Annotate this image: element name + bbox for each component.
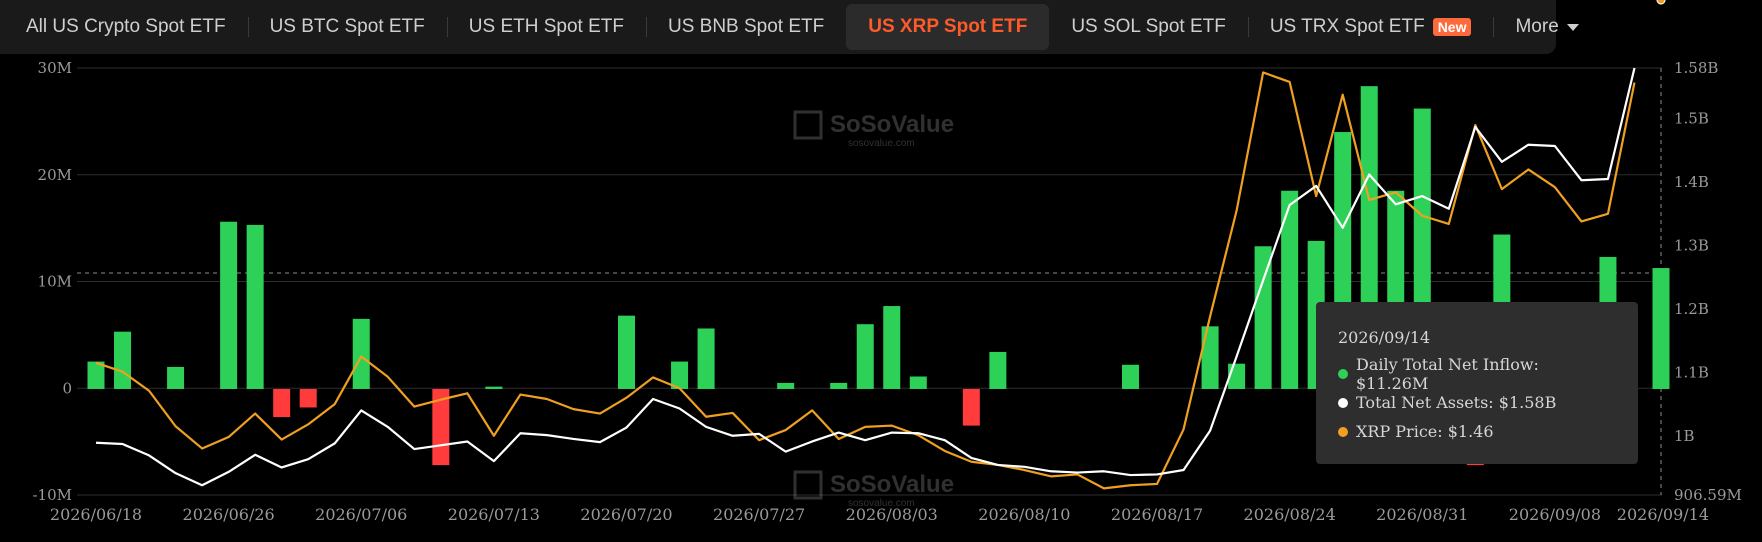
inflow-bar — [1121, 364, 1139, 389]
x-axis-tick-label: 2026/08/17 — [1111, 505, 1203, 524]
inflow-bar — [962, 389, 980, 426]
left-axis-tick-label: 10M — [38, 273, 72, 291]
tab-us-bnb-spot-etf[interactable]: US BNB Spot ETF — [645, 4, 846, 50]
etf-tab-bar: All US Crypto Spot ETF US BTC Spot ETF U… — [0, 0, 1579, 54]
tab-label: US TRX Spot ETF — [1269, 16, 1425, 37]
right-axis-tick-label: 1.5B — [1674, 110, 1709, 128]
tab-label: More — [1515, 16, 1559, 37]
x-axis-tick-label: 2026/06/26 — [183, 505, 275, 524]
left-axis-tick-label: 30M — [38, 59, 72, 77]
x-axis-tick-label: 2026/08/31 — [1376, 505, 1468, 524]
inflow-bar — [1201, 326, 1219, 389]
inflow-bar — [618, 315, 636, 389]
tab-label: US BNB Spot ETF — [667, 16, 825, 37]
inflow-bar — [299, 389, 317, 408]
x-axis-tick-label: 2026/08/10 — [978, 505, 1070, 524]
tooltip-row-inflow: Daily Total Net Inflow: $11.26M — [1338, 355, 1616, 393]
inflow-bar — [114, 331, 132, 389]
inflow-bar — [909, 376, 927, 389]
xrp-price-line — [95, 71, 1636, 490]
tooltip-price-text: XRP Price: $1.46 — [1356, 422, 1494, 441]
x-axis-tick-label: 2026/06/18 — [50, 505, 142, 524]
inflow-bar — [883, 306, 901, 389]
tooltip-row-price: XRP Price: $1.46 — [1338, 417, 1616, 446]
tab-us-xrp-spot-etf[interactable]: US XRP Spot ETF — [846, 4, 1050, 50]
tooltip-row-assets: Total Net Assets: $1.58B — [1338, 388, 1616, 417]
watermark-brand: SoSoValue — [830, 471, 954, 498]
inflow-bar — [246, 224, 264, 389]
x-axis-tick-label: 2026/08/03 — [846, 505, 938, 524]
x-axis-tick-label: 2026/07/13 — [448, 505, 540, 524]
legend-dot-price — [1338, 426, 1348, 437]
tab-us-btc-spot-etf[interactable]: US BTC Spot ETF — [247, 4, 447, 50]
right-axis-tick-label: 1.1B — [1674, 363, 1709, 381]
inflow-bar — [856, 324, 874, 389]
left-axis-tick-label: 20M — [38, 166, 72, 184]
inflow-bar — [485, 386, 503, 389]
inflow-bar — [1281, 190, 1299, 389]
left-axis-tick-label: 0 — [62, 379, 72, 397]
right-axis-tick-label: 1B — [1674, 427, 1695, 445]
new-badge: New — [1432, 18, 1472, 36]
inflow-bar — [671, 361, 689, 389]
inflow-bar — [830, 382, 848, 389]
sosovalue-logo-icon — [793, 470, 823, 500]
x-axis-tick-label: 2026/07/20 — [580, 505, 672, 524]
chevron-down-icon — [1566, 23, 1579, 31]
right-axis-tick-label: 1.3B — [1674, 237, 1709, 255]
tab-us-eth-spot-etf[interactable]: US ETH Spot ETF — [446, 4, 646, 50]
left-axis-tick-label: -10M — [32, 486, 72, 504]
watermark-url: sosovalue.com — [848, 498, 915, 509]
tooltip-assets-text: Total Net Assets: $1.58B — [1356, 393, 1557, 412]
inflow-bar — [697, 328, 715, 389]
legend-dot-inflow — [1338, 368, 1348, 379]
tab-us-trx-spot-etf[interactable]: US TRX Spot ETF New — [1247, 4, 1494, 50]
right-axis-tick-label: 906.59M — [1674, 486, 1742, 504]
tab-all-us-crypto-spot-etf[interactable]: All US Crypto Spot ETF — [4, 4, 248, 50]
inflow-bar — [1254, 246, 1272, 389]
more-dropdown[interactable]: More — [1493, 4, 1600, 50]
tab-label: All US Crypto Spot ETF — [26, 16, 226, 37]
x-axis-tick-label: 2026/09/14 — [1617, 505, 1709, 524]
tab-label: US XRP Spot ETF — [868, 16, 1028, 37]
watermark-url: sosovalue.com — [848, 138, 915, 149]
inflow-bar — [352, 318, 370, 389]
price-end-marker — [1656, 0, 1666, 5]
tab-label: US SOL Spot ETF — [1071, 16, 1226, 37]
right-axis-tick-label: 1.4B — [1674, 173, 1709, 191]
x-axis-tick-label: 2026/09/08 — [1509, 505, 1601, 524]
right-axis-tick-label: 1.58B — [1674, 59, 1718, 77]
inflow-bar — [87, 361, 105, 389]
x-axis-tick-label: 2026/07/27 — [713, 505, 805, 524]
right-axis-tick-label: 1.2B — [1674, 300, 1709, 318]
total-net-assets-line — [95, 67, 1636, 487]
x-axis-tick-label: 2026/07/06 — [315, 505, 407, 524]
tab-label: US BTC Spot ETF — [269, 16, 425, 37]
x-axis-tick-label: 2026/08/24 — [1244, 505, 1336, 524]
legend-dot-assets — [1338, 397, 1348, 408]
watermark-brand: SoSoValue — [830, 111, 954, 138]
inflow-bar — [989, 351, 1007, 389]
tooltip-inflow-text: Daily Total Net Inflow: $11.26M — [1355, 354, 1539, 393]
tooltip-date: 2026/09/14 — [1338, 328, 1431, 347]
inflow-bar — [220, 221, 238, 389]
inflow-bar — [273, 389, 291, 418]
tab-label: US ETH Spot ETF — [468, 16, 624, 37]
chart-tooltip: 2026/09/14 Daily Total Net Inflow: $11.2… — [1316, 302, 1638, 464]
tab-us-sol-spot-etf[interactable]: US SOL Spot ETF — [1049, 4, 1248, 50]
sosovalue-logo-icon — [793, 110, 823, 140]
inflow-bar — [777, 382, 795, 389]
inflow-bar — [167, 366, 185, 389]
inflow-bar — [1652, 268, 1670, 389]
